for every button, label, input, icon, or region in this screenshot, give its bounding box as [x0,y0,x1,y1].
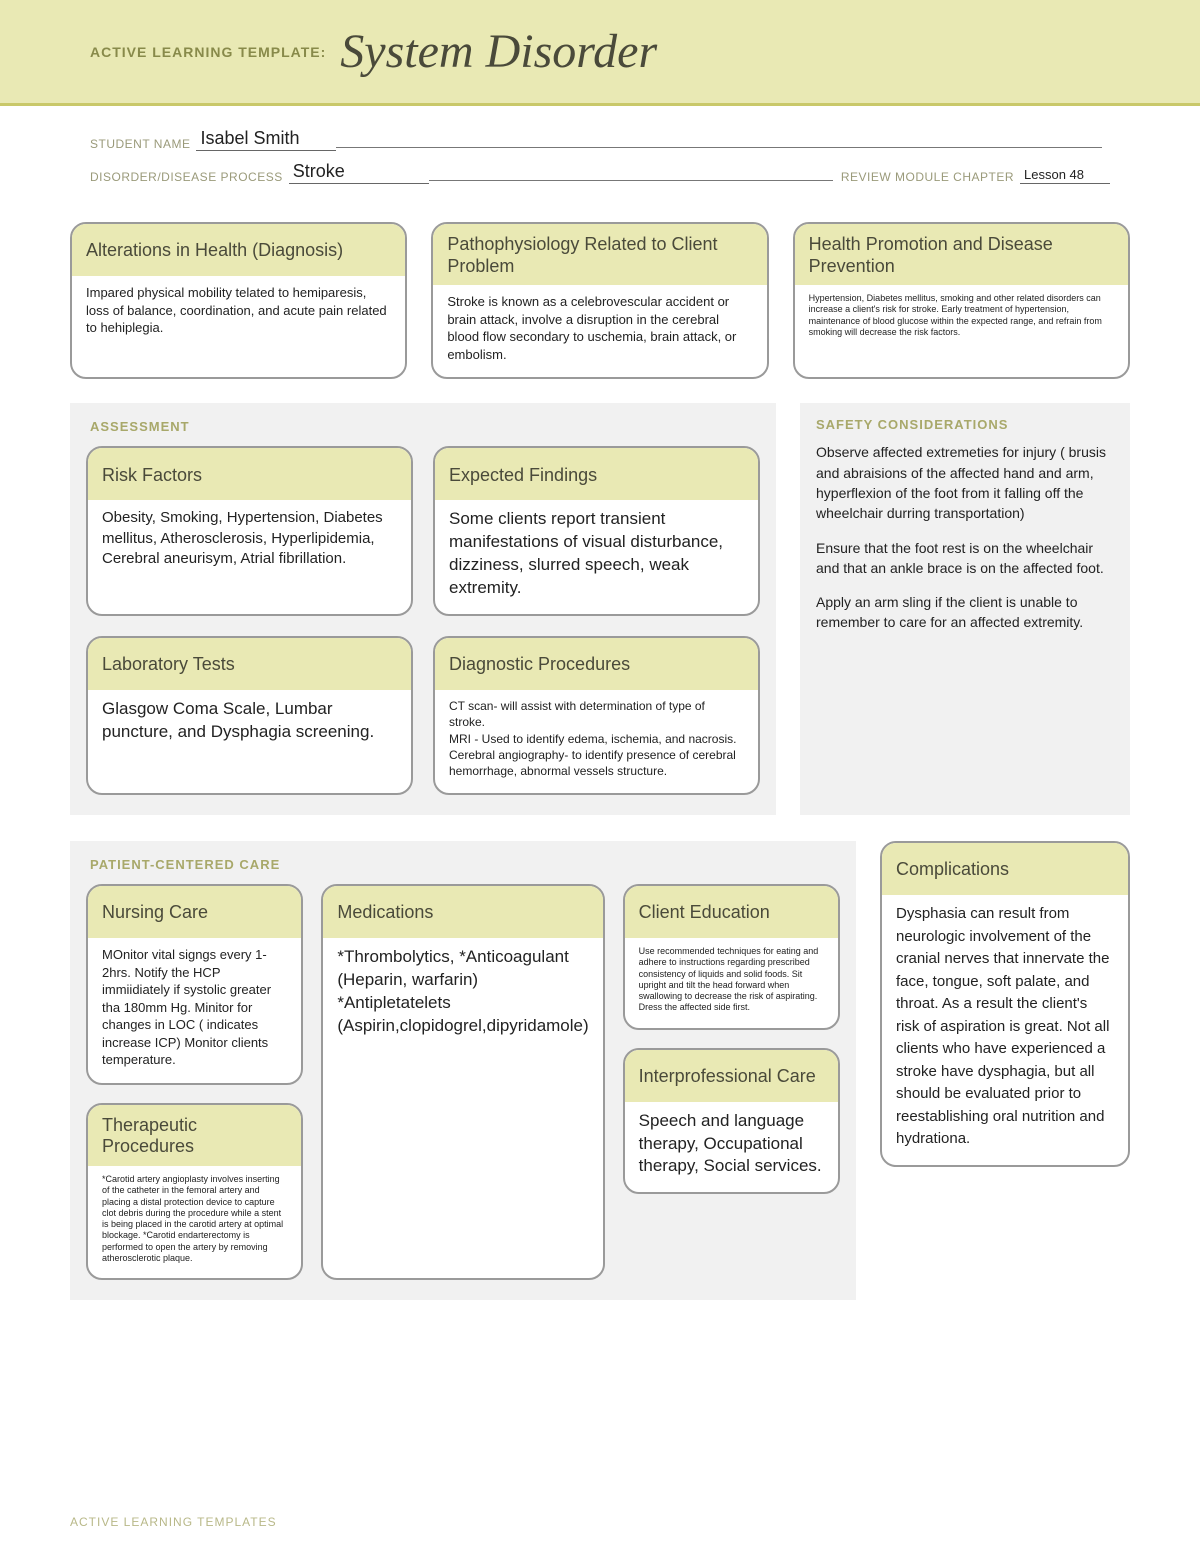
inter-body: Speech and language therapy, Occupationa… [625,1102,838,1193]
banner-title: System Disorder [340,24,657,79]
lab-card: Laboratory Tests Glasgow Coma Scale, Lum… [86,636,413,795]
patho-header: Pathophysiology Related to Client Proble… [433,224,766,285]
risk-body: Obesity, Smoking, Hypertension, Diabetes… [88,500,411,583]
expected-header: Expected Findings [435,448,758,500]
diagnosis-card: Alterations in Health (Diagnosis) Impare… [70,222,407,379]
lab-header: Laboratory Tests [88,638,411,690]
meds-body: *Thrombolytics, *Anticoagulant (Heparin,… [323,938,602,1052]
inter-card: Interprofessional Care Speech and langua… [623,1048,840,1195]
underline [429,180,833,181]
promo-body: Hypertension, Diabetes mellitus, smoking… [795,285,1128,352]
risk-card: Risk Factors Obesity, Smoking, Hypertens… [86,446,413,616]
disorder-value: Stroke [289,161,429,184]
thera-header: Therapeutic Procedures [88,1105,301,1166]
pcc-section: PATIENT-CENTERED CARE Nursing Care MOnit… [70,841,856,1300]
diagnosis-header: Alterations in Health (Diagnosis) [72,224,405,276]
complications-body: Dysphasia can result from neurologic inv… [882,895,1128,1165]
underline [336,147,1102,148]
diag-header: Diagnostic Procedures [435,638,758,690]
diag-body: CT scan- will assist with determination … [435,690,758,793]
safety-text: Observe affected extremeties for injury … [816,442,1114,632]
thera-card: Therapeutic Procedures *Carotid artery a… [86,1103,303,1280]
diag-card: Diagnostic Procedures CT scan- will assi… [433,636,760,795]
complications-wrap: Complications Dysphasia can result from … [880,841,1130,1326]
safety-p3: Apply an arm sling if the client is unab… [816,592,1114,633]
student-name-label: STUDENT NAME [90,137,190,151]
footer-text: ACTIVE LEARNING TEMPLATES [70,1515,277,1529]
edu-body: Use recommended techniques for eating an… [625,938,838,1028]
banner-prefix: ACTIVE LEARNING TEMPLATE: [90,44,326,60]
review-label: REVIEW MODULE CHAPTER [841,170,1014,184]
safety-p2: Ensure that the foot rest is on the whee… [816,538,1114,579]
content: Alterations in Health (Diagnosis) Impare… [0,204,1200,1326]
promo-card: Health Promotion and Disease Prevention … [793,222,1130,379]
top-row: Alterations in Health (Diagnosis) Impare… [70,222,1130,379]
patho-card: Pathophysiology Related to Client Proble… [431,222,768,379]
nursing-header: Nursing Care [88,886,301,938]
risk-header: Risk Factors [88,448,411,500]
edu-header: Client Education [625,886,838,938]
diagnosis-body: Impared physical mobility telated to hem… [72,276,405,351]
safety-p1: Observe affected extremeties for injury … [816,442,1114,523]
safety-title: SAFETY CONSIDERATIONS [816,417,1114,432]
meta-block: STUDENT NAME Isabel Smith DISORDER/DISEA… [0,106,1200,204]
complications-card: Complications Dysphasia can result from … [880,841,1130,1167]
meds-header: Medications [323,886,602,938]
pcc-title: PATIENT-CENTERED CARE [90,857,840,872]
lab-body: Glasgow Coma Scale, Lumbar puncture, and… [88,690,411,758]
page: ACTIVE LEARNING TEMPLATE: System Disorde… [0,0,1200,1553]
promo-header: Health Promotion and Disease Prevention [795,224,1128,285]
pcc-wrap: PATIENT-CENTERED CARE Nursing Care MOnit… [70,841,1130,1326]
inter-header: Interprofessional Care [625,1050,838,1102]
assessment-wrap: ASSESSMENT Risk Factors Obesity, Smoking… [70,403,1130,841]
review-value: Lesson 48 [1020,167,1110,184]
complications-header: Complications [882,843,1128,895]
disorder-label: DISORDER/DISEASE PROCESS [90,170,283,184]
assessment-title: ASSESSMENT [90,419,760,434]
nursing-body: MOnitor vital signgs every 1-2hrs. Notif… [88,938,301,1083]
patho-body: Stroke is known as a celebrovescular acc… [433,285,766,377]
nursing-card: Nursing Care MOnitor vital signgs every … [86,884,303,1085]
assessment-section: ASSESSMENT Risk Factors Obesity, Smoking… [70,403,776,815]
expected-body: Some clients report transient manifestat… [435,500,758,614]
student-name-value: Isabel Smith [196,128,336,151]
meds-card: Medications *Thrombolytics, *Anticoagula… [321,884,604,1280]
expected-card: Expected Findings Some clients report tr… [433,446,760,616]
banner: ACTIVE LEARNING TEMPLATE: System Disorde… [0,0,1200,106]
thera-body: *Carotid artery angioplasty involves ins… [88,1166,301,1278]
edu-card: Client Education Use recommended techniq… [623,884,840,1030]
safety-section: SAFETY CONSIDERATIONS Observe affected e… [800,403,1130,815]
